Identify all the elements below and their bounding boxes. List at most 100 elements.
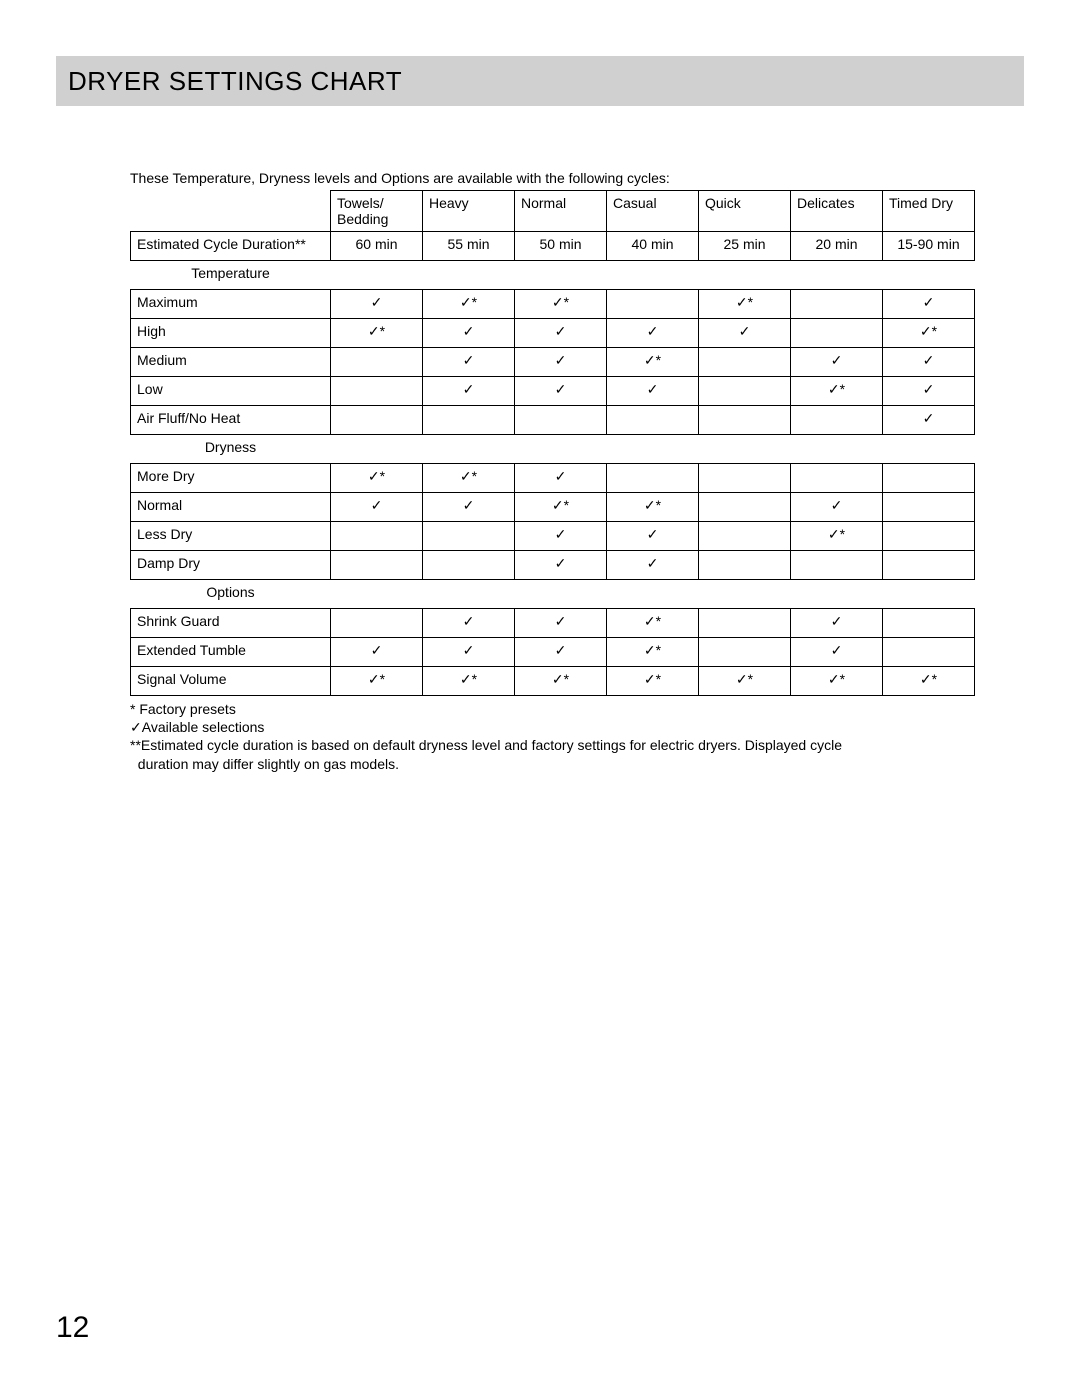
value-cell: ✓ bbox=[515, 609, 607, 638]
duration-cell: 55 min bbox=[423, 232, 515, 261]
value-cell bbox=[699, 464, 791, 493]
value-cell bbox=[423, 551, 515, 580]
section-header-row: Dryness bbox=[131, 435, 975, 464]
section-header-blank bbox=[515, 261, 607, 290]
row-label: Less Dry bbox=[131, 522, 331, 551]
section-header-blank bbox=[699, 435, 791, 464]
section-name: Temperature bbox=[131, 261, 331, 290]
value-cell: ✓* bbox=[791, 377, 883, 406]
footnote-line: **Estimated cycle duration is based on d… bbox=[130, 736, 970, 754]
value-cell bbox=[699, 551, 791, 580]
section-header-blank bbox=[791, 580, 883, 609]
value-cell bbox=[699, 522, 791, 551]
value-cell: ✓ bbox=[883, 348, 975, 377]
value-cell: ✓ bbox=[883, 406, 975, 435]
value-cell: ✓ bbox=[515, 319, 607, 348]
duration-cell: 40 min bbox=[607, 232, 699, 261]
value-cell bbox=[607, 406, 699, 435]
value-cell bbox=[331, 609, 423, 638]
value-cell bbox=[883, 464, 975, 493]
value-cell: ✓ bbox=[791, 638, 883, 667]
row-label: Low bbox=[131, 377, 331, 406]
table-row: Extended Tumble✓✓✓✓*✓ bbox=[131, 638, 975, 667]
row-label: Damp Dry bbox=[131, 551, 331, 580]
column-header: Heavy bbox=[423, 191, 515, 232]
row-label: Signal Volume bbox=[131, 667, 331, 696]
table-row: High✓*✓✓✓✓✓* bbox=[131, 319, 975, 348]
value-cell: ✓ bbox=[607, 522, 699, 551]
column-header: Timed Dry bbox=[883, 191, 975, 232]
section-header-blank bbox=[699, 580, 791, 609]
row-label: Normal bbox=[131, 493, 331, 522]
value-cell bbox=[331, 377, 423, 406]
value-cell: ✓* bbox=[607, 667, 699, 696]
value-cell bbox=[883, 609, 975, 638]
table-row: Less Dry✓✓✓* bbox=[131, 522, 975, 551]
section-header-blank bbox=[515, 580, 607, 609]
row-label: Air Fluff/No Heat bbox=[131, 406, 331, 435]
value-cell: ✓ bbox=[423, 319, 515, 348]
value-cell bbox=[423, 406, 515, 435]
value-cell: ✓ bbox=[423, 493, 515, 522]
value-cell: ✓* bbox=[791, 667, 883, 696]
row-label: More Dry bbox=[131, 464, 331, 493]
duration-row: Estimated Cycle Duration**60 min55 min50… bbox=[131, 232, 975, 261]
row-label: High bbox=[131, 319, 331, 348]
value-cell: ✓* bbox=[607, 609, 699, 638]
value-cell: ✓ bbox=[331, 638, 423, 667]
duration-cell: 50 min bbox=[515, 232, 607, 261]
value-cell bbox=[423, 522, 515, 551]
value-cell: ✓ bbox=[423, 377, 515, 406]
footnote-line: ✓Available selections bbox=[130, 718, 970, 736]
value-cell bbox=[331, 551, 423, 580]
value-cell: ✓* bbox=[607, 638, 699, 667]
value-cell: ✓ bbox=[515, 377, 607, 406]
value-cell: ✓* bbox=[607, 348, 699, 377]
value-cell bbox=[791, 464, 883, 493]
column-header: Normal bbox=[515, 191, 607, 232]
value-cell: ✓ bbox=[607, 319, 699, 348]
section-header-blank bbox=[883, 435, 975, 464]
table-row: Low✓✓✓✓*✓ bbox=[131, 377, 975, 406]
value-cell: ✓ bbox=[515, 638, 607, 667]
table-row: Medium✓✓✓*✓✓ bbox=[131, 348, 975, 377]
value-cell: ✓ bbox=[423, 348, 515, 377]
value-cell: ✓* bbox=[331, 667, 423, 696]
section-header-blank bbox=[607, 435, 699, 464]
value-cell bbox=[699, 406, 791, 435]
value-cell bbox=[883, 493, 975, 522]
value-cell bbox=[791, 290, 883, 319]
section-header-blank bbox=[423, 435, 515, 464]
value-cell: ✓ bbox=[607, 377, 699, 406]
duration-cell: 20 min bbox=[791, 232, 883, 261]
value-cell bbox=[607, 464, 699, 493]
value-cell: ✓* bbox=[331, 319, 423, 348]
content-area: These Temperature, Dryness levels and Op… bbox=[130, 170, 970, 773]
duration-cell: 15-90 min bbox=[883, 232, 975, 261]
value-cell bbox=[515, 406, 607, 435]
column-header: Towels/ Bedding bbox=[331, 191, 423, 232]
section-header-blank bbox=[607, 580, 699, 609]
section-name: Dryness bbox=[131, 435, 331, 464]
value-cell: ✓* bbox=[331, 464, 423, 493]
table-header-row: Towels/ BeddingHeavyNormalCasualQuickDel… bbox=[131, 191, 975, 232]
value-cell: ✓* bbox=[515, 493, 607, 522]
value-cell: ✓ bbox=[423, 609, 515, 638]
value-cell: ✓* bbox=[883, 319, 975, 348]
page-number: 12 bbox=[56, 1311, 89, 1345]
duration-cell: 25 min bbox=[699, 232, 791, 261]
section-header-blank bbox=[331, 261, 423, 290]
footnotes: * Factory presets✓Available selections**… bbox=[130, 700, 970, 773]
column-header: Delicates bbox=[791, 191, 883, 232]
section-name: Options bbox=[131, 580, 331, 609]
section-header-blank bbox=[607, 261, 699, 290]
value-cell: ✓ bbox=[515, 522, 607, 551]
section-header-blank bbox=[515, 435, 607, 464]
section-header-blank bbox=[883, 261, 975, 290]
value-cell bbox=[883, 638, 975, 667]
section-header-blank bbox=[423, 580, 515, 609]
section-header-blank bbox=[331, 435, 423, 464]
value-cell: ✓ bbox=[423, 638, 515, 667]
column-header: Casual bbox=[607, 191, 699, 232]
value-cell bbox=[331, 348, 423, 377]
